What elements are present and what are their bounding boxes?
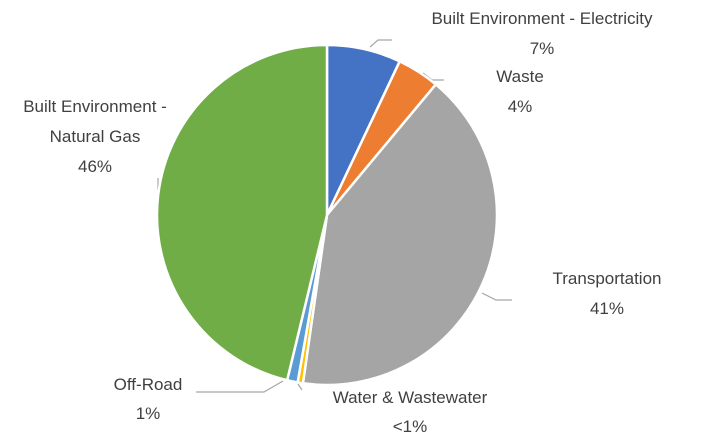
category-label: Built Environment - Electricity [431, 9, 653, 28]
slice-label: Built Environment - Natural Gas 46% [20, 92, 170, 182]
pie-slice [155, 43, 329, 382]
pie-slice [301, 83, 499, 387]
leader-line [297, 383, 303, 391]
value-label: 7% [529, 39, 555, 58]
value-label: 46% [77, 157, 113, 176]
slice-label: Off-Road 1% [114, 370, 183, 428]
leader-line [196, 380, 284, 393]
value-label: 41% [589, 299, 625, 318]
leader-line [369, 39, 392, 48]
category-label: Waste [496, 67, 544, 86]
leader-line [481, 292, 512, 301]
slice-label: Waste 4% [496, 62, 544, 122]
category-label: Transportation [552, 269, 662, 288]
value-label: 4% [507, 97, 533, 116]
slice-label: Transportation 41% [553, 264, 662, 324]
category-label: Built Environment - Natural Gas [23, 97, 167, 146]
slice-label: Water & Wastewater <1% [333, 383, 488, 436]
slice-label: Built Environment - Electricity 7% [431, 4, 652, 64]
value-label: 1% [135, 404, 161, 423]
value-label: <1% [392, 417, 428, 436]
category-label: Off-Road [113, 375, 183, 394]
category-label: Water & Wastewater [332, 388, 488, 407]
